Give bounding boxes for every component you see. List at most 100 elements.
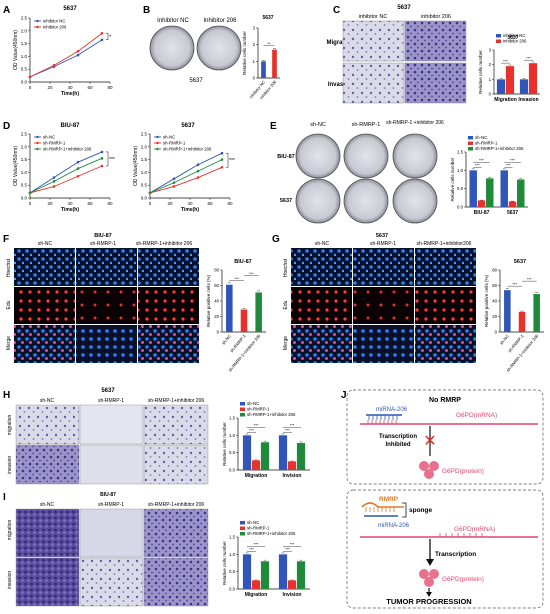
row-label: Hoechst: [283, 258, 289, 277]
data-point: [172, 185, 176, 188]
schematic-box-rmrp: [346, 489, 544, 609]
y-tick-label: 80: [214, 268, 219, 273]
data-point: [100, 38, 104, 42]
significance-stars: ***: [526, 55, 531, 60]
data-point: [52, 180, 56, 183]
panel-g: G 5637 sh-NC sh-RMRP-1 sh-RMRP-1+inhibit…: [272, 233, 544, 373]
y-tick-label: 20: [492, 314, 497, 319]
y-tick-label: 1.5: [21, 41, 28, 46]
column-label: sh-NC: [315, 241, 330, 247]
column-label: sh-RMRP-1: [98, 398, 124, 404]
image-grid-header: 5637: [397, 5, 411, 11]
image-grid-header: 5637: [101, 388, 115, 394]
legend-swatch: [240, 413, 245, 417]
y-tick-label: 0.0: [21, 80, 28, 85]
micrograph: [15, 557, 80, 607]
fluor-edu: [415, 287, 476, 324]
data-point: [220, 151, 224, 155]
y-tick-label: 1.5: [229, 416, 236, 421]
series-line: [29, 39, 103, 78]
fluor-merge: [353, 325, 414, 363]
significance-bracket: [106, 151, 109, 167]
column-label: sh-NC: [40, 502, 55, 508]
fluor-hoechst: [353, 248, 414, 286]
y-axis-label: OD Value(450nm): [13, 30, 19, 70]
significance-stars: ***: [249, 428, 254, 433]
y-tick-label: 60: [492, 283, 497, 288]
significance-stars: ***: [290, 542, 295, 547]
y-tick-label: 3: [489, 48, 492, 53]
protein-dot: [429, 461, 439, 471]
series-line: [29, 165, 103, 194]
fluor-hoechst: [14, 248, 75, 286]
column-label: sh-NC: [38, 241, 53, 247]
y-tick-label: 1: [489, 77, 492, 82]
y-tick-label: 0.0: [141, 196, 148, 201]
row-label: Migration: [327, 40, 354, 46]
fluor-hoechst: [291, 248, 352, 286]
row-label: migration: [7, 415, 13, 436]
micrograph: [79, 404, 144, 445]
rmrp-teeth: [365, 507, 395, 512]
x-tick-label: 40: [67, 201, 73, 206]
x-tick-label: 5637: [507, 210, 518, 216]
protein-label: G6PD(protein): [442, 468, 484, 475]
column-label: inhibitor 206: [421, 14, 451, 20]
data-point: [76, 160, 80, 164]
data-point: [76, 167, 80, 170]
y-tick-label: 0.5: [229, 450, 236, 455]
significance-stars: ***: [503, 58, 508, 63]
legend-label: sh-RMRP-1+inhibitor 206: [475, 146, 524, 151]
significance-bracket: [226, 152, 229, 168]
panel-letter: C: [333, 5, 340, 16]
micrograph-invasion-nc: [342, 62, 405, 104]
fluor-hoechst: [415, 248, 476, 286]
panel-i: I BIU-87 sh-NC sh-RMRP-1 sh-RMRP-1+inhib…: [3, 492, 310, 607]
micrograph: [15, 444, 80, 485]
significance-stars: ***: [510, 158, 515, 163]
y-tick-label: 20: [214, 314, 219, 319]
significance-bracket: [106, 33, 109, 41]
y-tick-label: 3: [253, 26, 256, 31]
x-tick-label: sh-NC: [499, 333, 510, 345]
bar: [519, 79, 529, 94]
arrow-head: [426, 592, 432, 597]
colony-dish: [392, 178, 438, 224]
x-tick-label: 0: [29, 85, 32, 90]
protein-dot: [419, 569, 429, 579]
y-tick-label: 0.5: [21, 183, 28, 188]
x-tick-label: 0: [29, 201, 32, 206]
y-tick-label: 0: [495, 330, 498, 335]
protein-dot: [429, 569, 439, 579]
micrograph: [143, 444, 209, 485]
y-tick-label: 0.5: [21, 67, 28, 72]
bar: [278, 554, 288, 589]
y-tick-label: 0.5: [141, 183, 148, 188]
bar: [255, 292, 262, 332]
significance-stars: ***: [109, 157, 115, 163]
significance-stars: *: [109, 35, 111, 41]
legend-swatch: [468, 141, 473, 145]
dish-label: Inhibitor 206: [203, 18, 237, 24]
y-tick-label: 2.0: [21, 28, 28, 33]
significance-stars: ***: [249, 271, 254, 276]
inhibited-label-2: Inhibited: [386, 442, 411, 448]
legend-marker: [36, 25, 39, 29]
bar: [260, 442, 270, 470]
legend-swatch: [240, 532, 245, 536]
x-tick-label: 40: [67, 85, 73, 90]
fluor-merge: [138, 325, 199, 363]
image-grid-header: 5637: [376, 233, 388, 239]
row-label: 5637: [280, 198, 292, 204]
x-tick-label: 60: [87, 201, 93, 206]
y-tick-label: 80: [492, 268, 497, 273]
protein-dot: [419, 461, 429, 471]
panel-a: A 5637 0.0 0.5 1.0 1.5 2.0 2.5 0 20 40 60 80 OD Val…: [3, 5, 113, 97]
column-label: sh-RMRP-1+inhibitor 206: [136, 241, 192, 247]
data-point: [52, 64, 56, 67]
bar: [261, 61, 266, 78]
data-point: [172, 177, 176, 181]
row-label: invasion: [7, 571, 13, 590]
legend-marker: [156, 135, 159, 139]
